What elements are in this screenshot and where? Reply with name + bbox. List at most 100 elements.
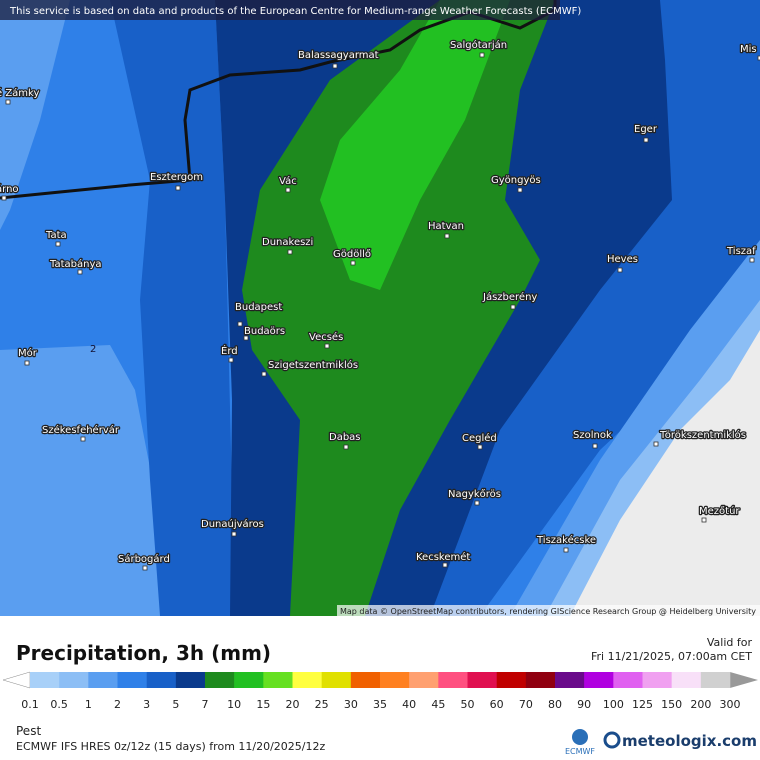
legend-swatch	[642, 672, 672, 688]
place-label: Gödöllő	[333, 248, 371, 260]
zone	[570, 330, 760, 616]
legend-tick-label: 1	[85, 698, 92, 711]
legend-tick-label: 150	[661, 698, 682, 711]
legend-swatch	[30, 672, 60, 688]
place-label: árno	[0, 183, 19, 195]
place-dot	[55, 241, 61, 247]
legend-tick-label: 20	[286, 698, 300, 711]
place-dot	[332, 63, 338, 69]
legend-swatch	[175, 672, 206, 688]
place-label: Salgótarján	[450, 39, 507, 51]
legend-swatch	[117, 672, 147, 688]
location: Pest	[16, 724, 41, 738]
zone	[320, 0, 510, 290]
legend-swatch	[438, 672, 468, 688]
place-label: Mis	[740, 44, 757, 55]
legend-tick-label: 3	[143, 698, 150, 711]
place-dot	[442, 562, 448, 568]
legend-tick-label: 125	[632, 698, 653, 711]
place-dot	[757, 55, 760, 61]
place-dot	[77, 269, 83, 275]
place-label: Szigetszentmiklós	[268, 359, 358, 371]
place-label: Sárbogárd	[118, 553, 170, 565]
places: Balassagyarmat Salgótarján é Zámky Eger Eszt…	[0, 38, 760, 571]
place-dot	[231, 531, 237, 537]
place-label: Kecskemét	[416, 551, 470, 563]
valid-time: Fri 11/21/2025, 07:00am CET	[591, 650, 752, 663]
legend-tick-label: 0.1	[21, 698, 39, 711]
place-dot	[228, 357, 234, 363]
place-dot	[285, 187, 291, 193]
place-label: Heves	[607, 254, 638, 265]
legend-title: Precipitation, 3h (mm)	[16, 641, 271, 665]
place-label: Gyöngyös	[491, 175, 541, 186]
place-label: Vác	[279, 175, 297, 187]
legend-swatch	[59, 672, 89, 688]
legend-tick-label: 10	[227, 698, 241, 711]
legend-tick-label: 300	[720, 698, 741, 711]
legend-swatch	[88, 672, 118, 688]
legend-arrow	[730, 672, 758, 688]
place-label: Budapest	[235, 302, 282, 313]
legend-tick-label: 25	[315, 698, 329, 711]
place-label: Érd	[221, 344, 238, 357]
attribution: Map data © OpenStreetMap contributors, r…	[340, 607, 756, 616]
place-label: Cegléd	[462, 432, 497, 444]
legend-tick-label: 0.5	[50, 698, 68, 711]
place-dot	[592, 443, 598, 449]
place-label: Mór	[18, 347, 38, 359]
legend-tick-label: 60	[490, 698, 504, 711]
place-label: é Zámky	[0, 87, 39, 99]
place-dot	[701, 517, 707, 523]
place-dot	[80, 436, 86, 442]
legend-swatch	[321, 672, 352, 688]
legend-tick-label: 100	[603, 698, 624, 711]
legend-tick-label: 90	[577, 698, 591, 711]
attribution-bg	[337, 605, 760, 616]
zone	[242, 0, 555, 616]
place-label: Balassagyarmat	[298, 50, 379, 61]
logo-ecmwf: ECMWF	[565, 747, 595, 756]
legend-tick-label: 50	[461, 698, 475, 711]
place-label: Vecsés	[309, 331, 343, 343]
legend-swatch	[146, 672, 177, 688]
place-label: Budaörs	[244, 326, 285, 337]
place-label: Törökszentmiklós	[659, 429, 746, 441]
map: 2 Balassagyarmat Salgótarján é Zámky Eger Es…	[0, 0, 760, 616]
place-dot	[510, 304, 516, 310]
place-dot	[749, 257, 755, 263]
place-dot	[343, 444, 349, 450]
legend-swatch	[234, 672, 264, 688]
zone	[0, 345, 170, 616]
place-dot	[287, 249, 293, 255]
zone	[110, 0, 235, 616]
place-dot	[350, 260, 356, 266]
place-label: Eger	[634, 124, 658, 135]
model-info: ECMWF IFS HRES 0z/12z (15 days) from 11/…	[16, 740, 326, 753]
place-label: Szolnok	[573, 430, 612, 441]
legend-swatch	[263, 672, 293, 688]
place-dot	[24, 360, 30, 366]
place-dot	[643, 137, 649, 143]
legend-swatch	[525, 672, 556, 688]
place-label: Dabas	[329, 432, 361, 443]
legend-tick-label: 5	[172, 698, 179, 711]
place-dot	[1, 195, 7, 201]
legend-swatch	[380, 672, 410, 688]
place-dot	[444, 233, 450, 239]
place-label: Tiszakécske	[536, 534, 596, 546]
legend-swatch	[467, 672, 497, 688]
place-dot	[142, 565, 148, 571]
legend-tick-label: 15	[256, 698, 270, 711]
legend-swatch	[205, 672, 235, 688]
place-label: Dunakeszi	[262, 237, 313, 248]
place-dot	[237, 321, 243, 327]
border	[0, 0, 557, 200]
place-label: Székesfehérvár	[42, 424, 120, 436]
legend-tick-label: 30	[344, 698, 358, 711]
place-dot	[477, 444, 483, 450]
place-label: Nagykőrös	[448, 488, 501, 500]
place-dot	[5, 99, 11, 105]
legend-tick-label: 40	[402, 698, 416, 711]
